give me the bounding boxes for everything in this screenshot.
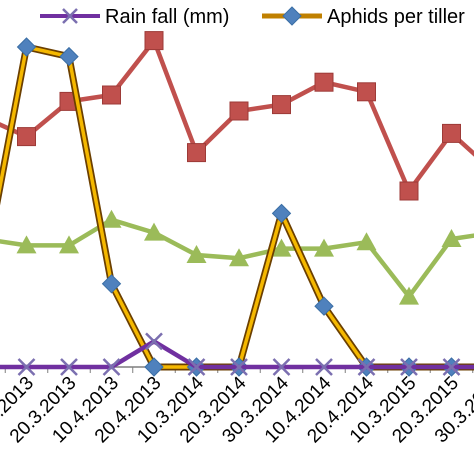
data-point xyxy=(59,46,79,67)
data-point xyxy=(101,209,122,228)
legend-item-aphids: Aphids per tiller xyxy=(262,6,465,28)
legend-marker-aphids xyxy=(282,6,302,26)
data-point xyxy=(229,101,249,121)
data-point xyxy=(144,357,164,377)
data-point xyxy=(399,286,419,305)
data-point xyxy=(271,203,292,224)
legend-item-rainfall: Rain fall (mm) xyxy=(40,6,229,28)
data-point xyxy=(399,181,419,201)
data-point xyxy=(17,127,36,147)
data-point xyxy=(59,235,79,254)
data-point xyxy=(357,82,376,102)
data-point xyxy=(144,222,164,241)
data-point xyxy=(315,358,333,376)
data-point xyxy=(102,358,121,376)
data-point xyxy=(272,95,291,115)
data-point xyxy=(356,232,377,251)
series-0 xyxy=(0,332,474,376)
data-point xyxy=(102,85,121,105)
legend-marker-rainfall xyxy=(62,8,78,24)
data-point xyxy=(314,238,334,257)
data-point xyxy=(16,235,37,254)
legend-label-aphids: Aphids per tiller xyxy=(327,6,465,28)
data-point xyxy=(229,248,249,267)
data-point xyxy=(17,358,36,376)
legend-label-rainfall: Rain fall (mm) xyxy=(105,6,229,28)
data-point xyxy=(230,358,248,376)
x-tick-labels: 20.3.201310.4.201320.4.201310.3.201420.3… xyxy=(0,372,474,447)
data-point xyxy=(187,143,206,163)
series-3 xyxy=(0,209,474,305)
data-point xyxy=(442,123,461,143)
data-point xyxy=(314,72,334,92)
data-point xyxy=(16,37,37,57)
data-point xyxy=(60,358,78,376)
data-point xyxy=(186,245,207,263)
data-point xyxy=(357,358,376,376)
series-1 xyxy=(0,37,474,377)
data-point xyxy=(144,31,164,51)
data-point xyxy=(400,358,418,376)
data-point xyxy=(442,358,461,376)
data-point xyxy=(101,274,122,294)
data-point xyxy=(145,332,163,351)
data-point xyxy=(272,358,291,376)
data-point xyxy=(187,358,206,376)
data-point xyxy=(441,229,462,247)
data-point xyxy=(271,238,292,257)
series-layer xyxy=(0,31,474,377)
chart-legend: Rain fall (mm) Aphids per tiller xyxy=(40,6,465,28)
data-point xyxy=(314,296,334,316)
